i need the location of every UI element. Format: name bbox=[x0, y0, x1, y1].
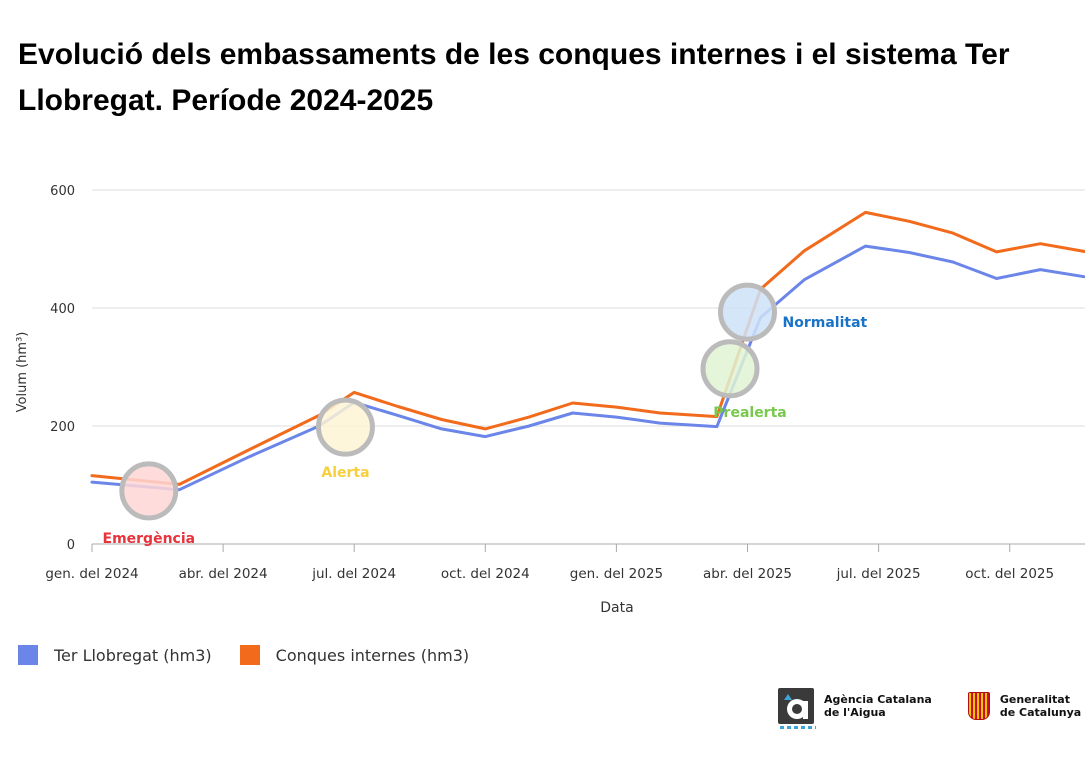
x-tick-label: oct. del 2024 bbox=[441, 566, 530, 582]
series-line-conques-internes bbox=[90, 210, 1085, 486]
x-axis: gen. del 2024 abr. del 2024 jul. del 2024 o… bbox=[45, 544, 1054, 582]
threshold-label-alerta: Alerta bbox=[321, 465, 369, 481]
y-tick-label: 0 bbox=[67, 538, 75, 553]
threshold-annotations: Emergència Alerta Prealerta Normalitat bbox=[103, 282, 868, 547]
chart-title: Evolució dels embassaments de les conque… bbox=[18, 38, 1010, 117]
x-tick-label: gen. del 2025 bbox=[570, 566, 663, 582]
y-tick-label: 400 bbox=[50, 302, 75, 317]
series-lines bbox=[90, 210, 1085, 492]
threshold-marker-emergencia bbox=[119, 461, 179, 521]
threshold-label-normalitat: Normalitat bbox=[783, 315, 868, 331]
legend-item-conques-internes[interactable]: Conques internes (hm3) bbox=[239, 645, 470, 665]
legend-swatch-conques-internes bbox=[239, 645, 260, 665]
acs-name-line2: de l'Aigua bbox=[824, 706, 886, 719]
threshold-marker-alerta bbox=[315, 397, 375, 457]
legend-swatch-ter-llobregat bbox=[18, 645, 38, 665]
y-tick-label: 600 bbox=[50, 184, 75, 199]
water-drop-logo-icon bbox=[778, 688, 816, 729]
threshold-marker-normalitat bbox=[718, 282, 777, 342]
x-tick-label: abr. del 2025 bbox=[703, 566, 792, 582]
y-axis-label: Volum (hm³) bbox=[15, 332, 30, 413]
threshold-label-emergencia: Emergència bbox=[103, 531, 196, 547]
acs-name-line1: Agència Catalana bbox=[824, 693, 932, 706]
y-axis-ticks: 0 200 400 600 bbox=[50, 184, 75, 553]
gen-name-line1: Generalitat bbox=[999, 693, 1070, 706]
grid-lines bbox=[92, 189, 1085, 545]
generalitat-logo: Generalitat de Catalunya bbox=[967, 692, 1082, 720]
x-tick-label: gen. del 2024 bbox=[45, 566, 138, 582]
legend: Ter Llobregat (hm3) Conques internes (hm… bbox=[18, 645, 497, 665]
threshold-marker-prealerta bbox=[700, 339, 760, 399]
threshold-label-prealerta: Prealerta bbox=[713, 405, 786, 421]
senyera-shield-icon bbox=[967, 692, 990, 720]
legend-item-ter-llobregat[interactable]: Ter Llobregat (hm3) bbox=[18, 645, 212, 665]
y-tick-label: 200 bbox=[50, 420, 75, 435]
x-tick-label: jul. del 2024 bbox=[311, 566, 396, 582]
acs-logo: Agència Catalana de l'Aigua bbox=[778, 688, 932, 729]
legend-label: Ter Llobregat (hm3) bbox=[54, 645, 212, 665]
x-axis-label: Data bbox=[600, 600, 633, 616]
x-tick-label: oct. del 2025 bbox=[965, 566, 1054, 582]
gen-name-line2: de Catalunya bbox=[999, 706, 1082, 719]
x-tick-label: abr. del 2024 bbox=[179, 566, 268, 582]
x-tick-label: jul. del 2025 bbox=[836, 566, 921, 582]
logos: Agència Catalana de l'Aigua Generalitat … bbox=[778, 688, 1082, 729]
line-chart: 0 200 400 600 gen. del 2024 abr. del 2024 jul… bbox=[15, 184, 1085, 616]
legend-label: Conques internes (hm3) bbox=[275, 645, 470, 665]
